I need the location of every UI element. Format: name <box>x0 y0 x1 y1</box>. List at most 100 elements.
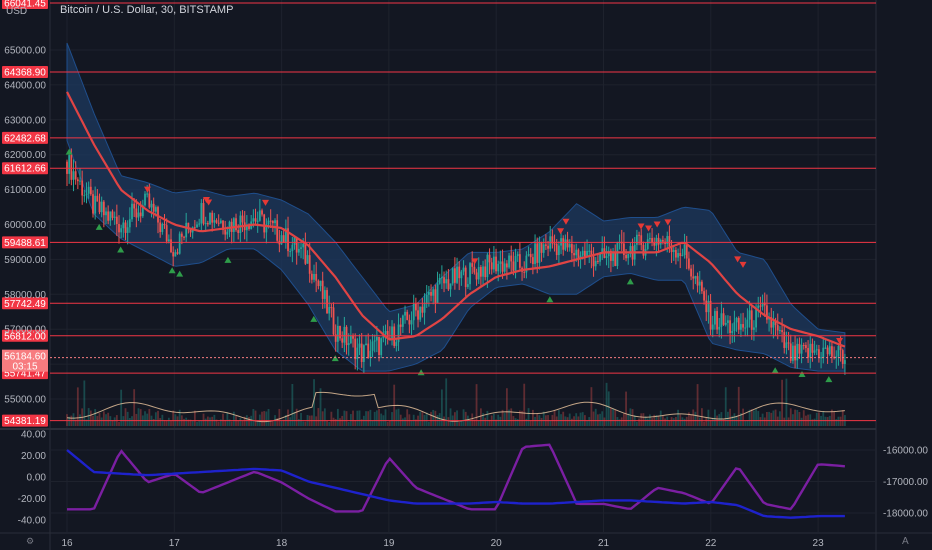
volume-bar <box>560 414 562 426</box>
level-label-bg[interactable] <box>2 162 48 175</box>
volume-bar <box>683 418 686 426</box>
candle-body <box>536 243 539 263</box>
volume-bar <box>271 421 274 426</box>
candle-body <box>267 220 270 225</box>
candle-body <box>404 311 406 316</box>
volume-bar <box>499 416 502 426</box>
candle-body <box>295 237 298 253</box>
candle-body <box>601 248 604 253</box>
volume-bar <box>516 419 519 426</box>
level-label[interactable]: 56812.00 <box>4 331 46 342</box>
candle-body <box>252 218 255 222</box>
candle-body <box>564 239 567 250</box>
volume-bar <box>833 411 835 426</box>
volume-bar <box>514 418 517 426</box>
volume-bar <box>356 410 359 426</box>
buy-signal-marker <box>626 278 634 285</box>
horizontal-levels[interactable]: 66041.45 64368.90 62482.68 61612.66 59488.61… <box>2 0 876 427</box>
volume-bar <box>675 416 677 426</box>
candle-body <box>570 244 573 254</box>
candle-body <box>742 324 744 328</box>
volume-bar <box>714 409 716 426</box>
candle-body <box>352 335 354 339</box>
level-label[interactable]: 64368.90 <box>4 68 46 79</box>
candle-body <box>588 250 591 252</box>
price-tick-label: 55000.00 <box>4 395 46 406</box>
candle-body <box>622 243 625 255</box>
level-label[interactable]: 66041.45 <box>4 0 46 10</box>
candle-body <box>280 235 283 245</box>
candle-body <box>701 281 703 292</box>
candle-body <box>206 222 209 225</box>
candle-body <box>562 238 565 250</box>
volume-bar <box>503 413 506 426</box>
volume-bar <box>581 412 584 426</box>
candle-body <box>378 336 380 355</box>
candle-body <box>313 273 315 280</box>
candle-body <box>434 289 437 303</box>
volume-bar <box>209 417 211 426</box>
candle-body <box>577 249 580 260</box>
osc-left-tick: -40.00 <box>18 516 47 527</box>
candle-body <box>696 276 699 286</box>
oscillator-blue-line <box>66 449 845 519</box>
currency-label[interactable]: USD <box>6 6 27 17</box>
buy-signal-marker <box>168 267 176 274</box>
volume-bar <box>670 417 673 426</box>
level-label-bg[interactable] <box>2 414 48 427</box>
level-label-bg[interactable] <box>2 0 48 9</box>
candle-body <box>776 325 779 331</box>
candle-body <box>538 242 541 263</box>
osc-left-tick: 0.00 <box>27 473 47 484</box>
auto-scale-icon[interactable]: A <box>902 536 909 547</box>
volume-bar <box>295 408 298 426</box>
volume-bar <box>475 384 478 426</box>
candle-body <box>414 303 417 311</box>
level-label-bg[interactable] <box>2 329 48 342</box>
level-label-bg[interactable] <box>2 236 48 249</box>
volume-bar <box>406 409 409 426</box>
candle-body <box>85 193 88 196</box>
price-axis[interactable]: 55000.0056000.0057000.0058000.0059000.00… <box>2 46 876 406</box>
candle-body <box>675 250 677 258</box>
volume-bar <box>87 408 90 426</box>
candle-body <box>239 215 242 233</box>
level-label-bg[interactable] <box>2 66 48 79</box>
buy-signal-marker <box>176 270 184 277</box>
level-label[interactable]: 55741.47 <box>4 369 46 380</box>
volume-bar <box>380 413 383 426</box>
candle-body <box>568 244 571 248</box>
volume-bar <box>323 408 326 426</box>
time-axis[interactable]: 16 17 18 19 20 21 22 23 <box>61 538 824 549</box>
candle-body <box>653 242 656 246</box>
volume-bar <box>625 391 627 426</box>
candle-body <box>792 345 794 361</box>
volume-bar <box>529 420 532 426</box>
level-label[interactable]: 59488.61 <box>4 238 46 249</box>
volume-bar <box>768 411 770 426</box>
volume-bar <box>375 410 378 426</box>
candle-body <box>308 255 311 274</box>
candle-body <box>590 250 593 257</box>
candle-body <box>254 218 257 222</box>
level-label-bg[interactable] <box>2 131 48 144</box>
volume-bar <box>113 417 116 426</box>
level-label[interactable]: 57742.49 <box>4 299 46 310</box>
candle-body <box>831 346 833 357</box>
volume-bar <box>384 409 387 426</box>
volume-bar <box>783 417 786 426</box>
buy-signal-marker <box>95 223 103 230</box>
level-label-bg[interactable] <box>2 297 48 310</box>
level-label[interactable]: 62482.68 <box>4 133 46 144</box>
candle-body <box>319 280 322 287</box>
volume-bar <box>185 417 188 426</box>
candle-body <box>198 223 201 225</box>
volume-bar <box>462 409 465 426</box>
candle-body <box>109 211 112 221</box>
settings-icon[interactable]: ⚙ <box>26 537 34 547</box>
candle-body <box>798 343 801 354</box>
level-label[interactable]: 61612.66 <box>4 164 46 175</box>
level-label[interactable]: 54381.19 <box>4 416 46 427</box>
volume-bar <box>89 410 92 426</box>
